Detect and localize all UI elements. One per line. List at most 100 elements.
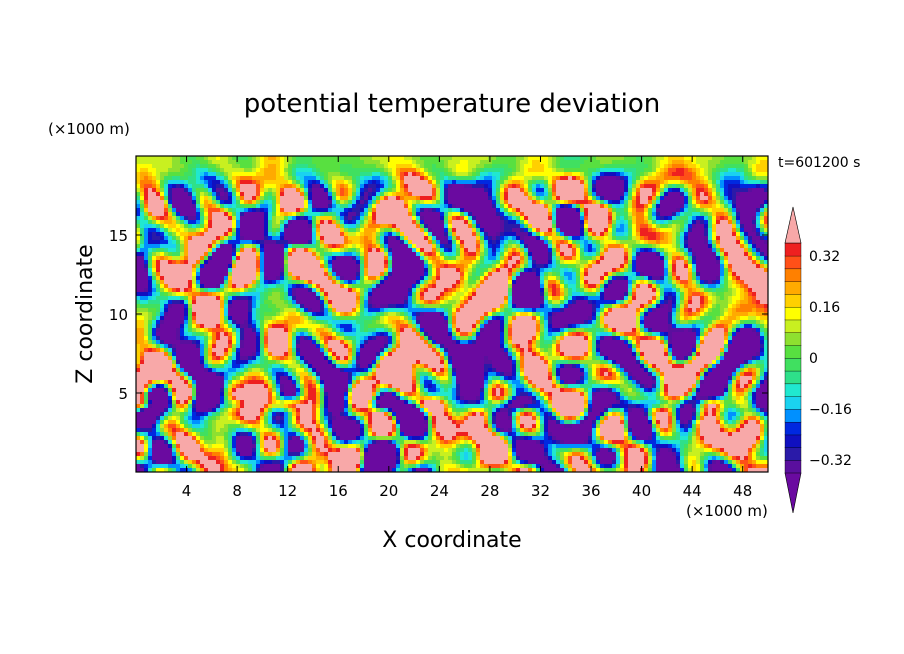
heatmap-cell (140, 184, 145, 189)
heatmap-cell (500, 228, 505, 233)
heatmap-cell (520, 160, 525, 165)
heatmap-cell (292, 220, 297, 225)
heatmap-cell (576, 172, 581, 177)
heatmap-cell (480, 276, 485, 281)
heatmap-cell (556, 196, 561, 201)
heatmap-cell (212, 188, 217, 193)
heatmap-cell (428, 256, 433, 261)
heatmap-cell (492, 188, 497, 193)
heatmap-cell (300, 268, 305, 273)
heatmap-cell (624, 164, 629, 169)
heatmap-cell (744, 244, 749, 249)
heatmap-cell (208, 204, 213, 209)
heatmap-cell (632, 264, 637, 269)
heatmap-cell (432, 208, 437, 213)
heatmap-cell (340, 168, 345, 173)
heatmap-cell (256, 168, 261, 173)
heatmap-cell (520, 164, 525, 169)
heatmap-cell (648, 236, 653, 241)
heatmap-cell (220, 264, 225, 269)
heatmap-cell (328, 216, 333, 221)
heatmap-cell (144, 180, 149, 185)
heatmap-cell (228, 184, 233, 189)
heatmap-cell (608, 204, 613, 209)
heatmap-cell (272, 216, 277, 221)
heatmap-cell (568, 260, 573, 265)
heatmap-cell (700, 200, 705, 205)
heatmap-cell (428, 260, 433, 265)
heatmap-cell (520, 240, 525, 245)
heatmap-cell (716, 172, 721, 177)
heatmap-cell (660, 248, 665, 253)
heatmap-cell (144, 192, 149, 197)
heatmap-cell (596, 248, 601, 253)
heatmap-cell (332, 224, 337, 229)
heatmap-cell (256, 164, 261, 169)
heatmap-cell (624, 232, 629, 237)
heatmap-cell (728, 156, 733, 161)
heatmap-cell (604, 220, 609, 225)
heatmap-cell (640, 200, 645, 205)
heatmap-cell (248, 188, 253, 193)
heatmap-cell (208, 240, 213, 245)
heatmap-cell (336, 252, 341, 257)
heatmap-cell (508, 204, 513, 209)
heatmap-cell (276, 160, 281, 165)
heatmap-cell (648, 220, 653, 225)
heatmap-cell (156, 168, 161, 173)
heatmap-cell (596, 180, 601, 185)
heatmap-cell (324, 260, 329, 265)
heatmap-cell (324, 180, 329, 185)
heatmap-cell (480, 236, 485, 241)
heatmap-cell (684, 276, 689, 281)
heatmap-cell (632, 252, 637, 257)
heatmap-cell (316, 244, 321, 249)
heatmap-cell (396, 172, 401, 177)
heatmap-cell (476, 264, 481, 269)
heatmap-cell (256, 216, 261, 221)
heatmap-cell (668, 176, 673, 181)
heatmap-cell (336, 244, 341, 249)
heatmap-cell (480, 228, 485, 233)
heatmap-cell (324, 276, 329, 281)
heatmap-cell (596, 232, 601, 237)
heatmap-cell (752, 268, 757, 273)
heatmap-cell (688, 248, 693, 253)
heatmap-cell (360, 260, 365, 265)
heatmap-cell (556, 204, 561, 209)
heatmap-cell (480, 240, 485, 245)
heatmap-cell (216, 188, 221, 193)
heatmap-cell (612, 180, 617, 185)
heatmap-cell (420, 204, 425, 209)
heatmap-cell (140, 176, 145, 181)
heatmap-cell (724, 176, 729, 181)
heatmap-cell (560, 172, 565, 177)
heatmap-cell (476, 268, 481, 273)
heatmap-cell (700, 204, 705, 209)
heatmap-cell (556, 160, 561, 165)
heatmap-cell (392, 204, 397, 209)
heatmap-cell (336, 220, 341, 225)
heatmap-cell (524, 192, 529, 197)
heatmap-cell (492, 240, 497, 245)
heatmap-cell (344, 196, 349, 201)
heatmap-cell (716, 196, 721, 201)
heatmap-cell (652, 236, 657, 241)
heatmap-cell (700, 228, 705, 233)
heatmap-cell (172, 280, 177, 285)
heatmap-cell (600, 276, 605, 281)
heatmap-cell (336, 164, 341, 169)
heatmap-cell (388, 216, 393, 221)
heatmap-cell (432, 180, 437, 185)
heatmap-cell (352, 160, 357, 165)
heatmap-cell (192, 276, 197, 281)
heatmap-cell (704, 232, 709, 237)
heatmap-cell (588, 208, 593, 213)
heatmap-cell (180, 240, 185, 245)
heatmap-cell (268, 184, 273, 189)
heatmap-cell (280, 252, 285, 257)
heatmap-cell (580, 248, 585, 253)
heatmap-cell (140, 240, 145, 245)
heatmap-cell (364, 216, 369, 221)
